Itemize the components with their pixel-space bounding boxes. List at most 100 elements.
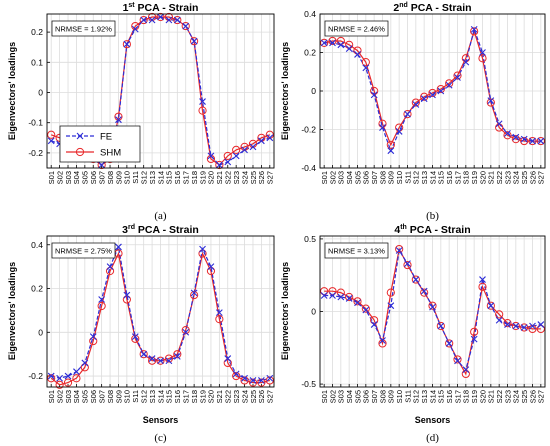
legend-fe-marker bbox=[76, 132, 84, 140]
shm-point bbox=[173, 15, 182, 25]
fe-point bbox=[420, 95, 428, 103]
x-tick-label: S10 bbox=[395, 390, 404, 403]
fe-point bbox=[345, 295, 353, 302]
fe-point bbox=[140, 16, 148, 24]
x-tick-label: S12 bbox=[139, 390, 148, 403]
shm-point bbox=[248, 378, 258, 387]
fe-point bbox=[362, 306, 370, 314]
x-tick-label: S18 bbox=[462, 171, 471, 184]
x-tick-label: S27 bbox=[537, 390, 546, 403]
shm-point bbox=[511, 135, 520, 144]
x-axis-label: Sensors bbox=[143, 415, 179, 425]
x-tick-label: S12 bbox=[139, 171, 148, 184]
x-tick-label: S19 bbox=[470, 171, 479, 184]
fe-point bbox=[320, 292, 328, 299]
y-tick-label: 0.5 bbox=[304, 234, 316, 244]
x-tick-label: S16 bbox=[445, 390, 454, 403]
fe-point bbox=[337, 41, 345, 49]
nrmse-box bbox=[51, 242, 116, 259]
fe-point bbox=[190, 289, 198, 297]
fe-point bbox=[429, 91, 436, 99]
fe-point bbox=[395, 247, 403, 254]
x-tick-label: S06 bbox=[89, 390, 98, 403]
fe-point bbox=[173, 352, 181, 360]
x-tick-label: S10 bbox=[123, 171, 132, 184]
fe-point bbox=[520, 135, 528, 143]
shm-point bbox=[265, 376, 274, 385]
panel-label: (d) bbox=[426, 432, 439, 444]
fe-point bbox=[487, 302, 495, 310]
x-tick-label: S07 bbox=[97, 390, 106, 403]
panel-label: (b) bbox=[426, 210, 439, 222]
shm-point bbox=[403, 260, 412, 270]
fe-point bbox=[258, 137, 265, 145]
x-tick-label: S08 bbox=[378, 171, 387, 184]
fe-point bbox=[64, 372, 72, 380]
shm-point bbox=[257, 378, 266, 387]
fe-point bbox=[98, 161, 106, 169]
fe-point bbox=[123, 40, 131, 48]
x-tick-label: S20 bbox=[207, 390, 216, 403]
shm-point bbox=[361, 58, 370, 67]
shm-point bbox=[164, 354, 174, 363]
shm-point bbox=[470, 327, 479, 336]
fe-point bbox=[404, 110, 411, 118]
x-tick-label: S20 bbox=[207, 171, 216, 184]
x-tick-label: S17 bbox=[182, 390, 191, 403]
shm-point bbox=[122, 40, 131, 49]
x-tick-label: S23 bbox=[503, 390, 512, 403]
fe-point bbox=[182, 328, 190, 336]
panel-label: (c) bbox=[154, 432, 167, 444]
x-tick-label: S04 bbox=[345, 171, 354, 184]
fe-point bbox=[224, 355, 232, 362]
fe-point bbox=[199, 245, 206, 253]
x-tick-label: S08 bbox=[106, 390, 115, 403]
fe-point bbox=[232, 152, 240, 160]
shm-point bbox=[47, 130, 56, 139]
fe-point bbox=[190, 37, 198, 45]
shm-point bbox=[536, 136, 545, 146]
x-tick-label: S26 bbox=[257, 390, 266, 403]
fe-point bbox=[462, 58, 470, 66]
shm-point bbox=[173, 350, 182, 359]
fe-point bbox=[495, 316, 503, 324]
x-tick-label: S24 bbox=[512, 390, 521, 403]
y-tick-label: 0 bbox=[38, 327, 43, 337]
fe-point bbox=[479, 49, 486, 56]
shm-point bbox=[139, 15, 148, 25]
shm-point bbox=[386, 140, 395, 149]
x-tick-label: S15 bbox=[437, 390, 446, 403]
x-tick-label: S27 bbox=[266, 171, 275, 184]
fe-point bbox=[47, 372, 55, 380]
fe-point bbox=[529, 322, 536, 330]
nrmse-box bbox=[324, 20, 389, 37]
fe-point bbox=[454, 357, 461, 365]
fe-point bbox=[47, 137, 55, 145]
y-tick-label: 0 bbox=[38, 88, 43, 98]
fe-point bbox=[329, 39, 336, 47]
fe-point bbox=[56, 374, 64, 382]
x-tick-label: S27 bbox=[537, 171, 546, 184]
chart-title: 1st PCA - Strain bbox=[123, 2, 199, 14]
fe-point bbox=[182, 22, 190, 30]
x-tick-label: S19 bbox=[470, 390, 479, 403]
shm-point bbox=[478, 282, 487, 291]
shm-point bbox=[198, 106, 207, 115]
fe-point bbox=[73, 368, 80, 376]
fe-point bbox=[379, 124, 386, 131]
x-tick-label: S24 bbox=[512, 171, 521, 184]
shm-point bbox=[131, 334, 140, 343]
x-tick-label: S24 bbox=[240, 171, 249, 184]
plot-frame bbox=[319, 235, 546, 388]
fe-point bbox=[520, 324, 528, 331]
fe-point bbox=[437, 322, 445, 330]
fe-point bbox=[249, 377, 257, 384]
shm-point bbox=[320, 38, 329, 47]
shm-point bbox=[72, 374, 81, 383]
fe-point bbox=[232, 370, 240, 378]
shm-point bbox=[63, 378, 73, 387]
fe-point bbox=[123, 291, 131, 299]
x-tick-label: S12 bbox=[412, 171, 421, 184]
x-tick-label: S03 bbox=[337, 171, 346, 184]
